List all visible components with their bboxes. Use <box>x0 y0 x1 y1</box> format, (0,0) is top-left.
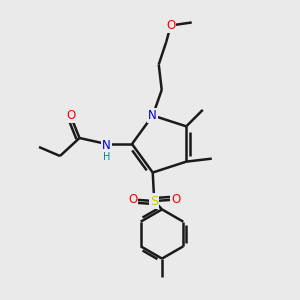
Text: O: O <box>66 109 75 122</box>
Text: N: N <box>102 139 111 152</box>
Text: S: S <box>150 194 158 208</box>
Text: O: O <box>128 193 137 206</box>
Text: O: O <box>171 193 181 206</box>
Text: O: O <box>166 19 176 32</box>
Text: N: N <box>148 109 157 122</box>
Text: H: H <box>103 152 110 162</box>
